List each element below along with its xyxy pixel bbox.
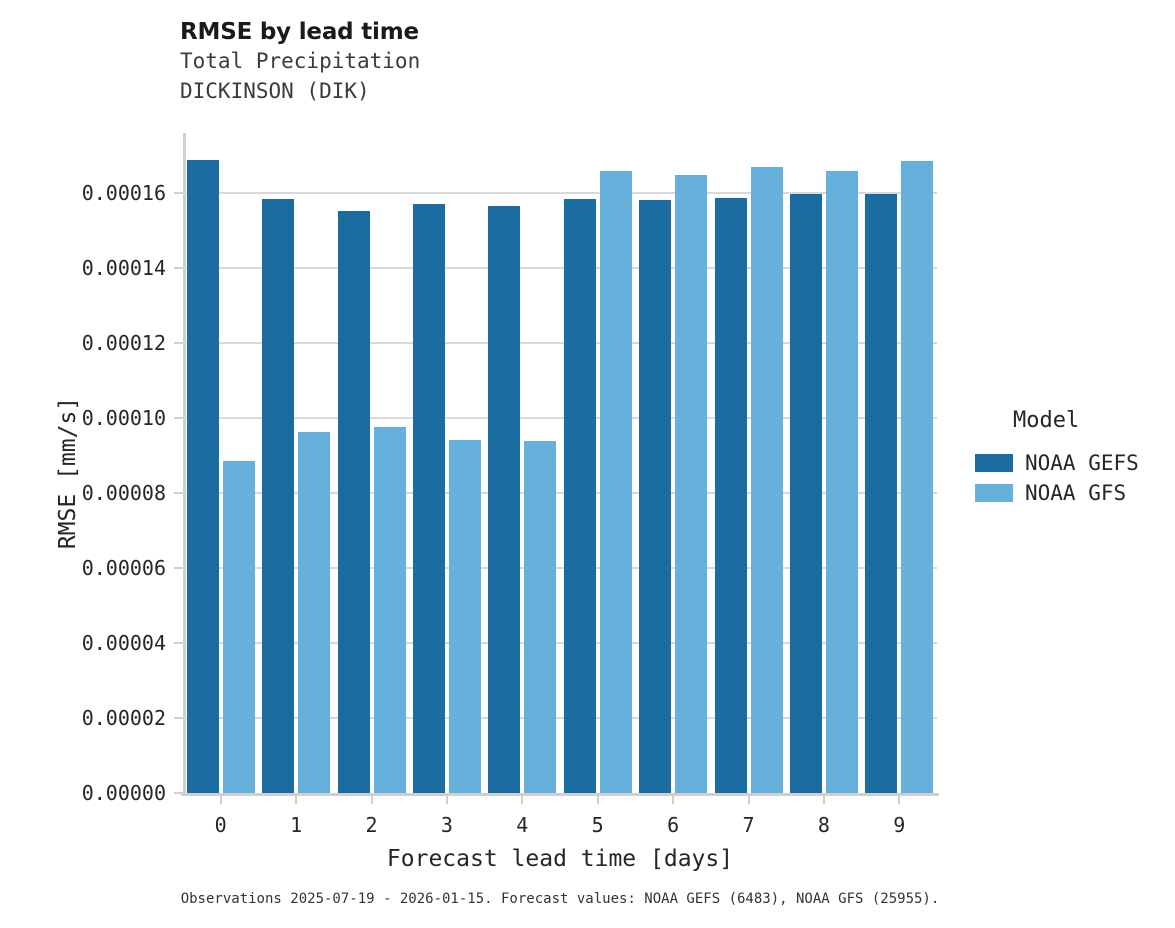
bar (865, 194, 898, 793)
title-block: RMSE by lead time Total Precipitation DI… (180, 18, 880, 106)
y-axis-tick-label: 0.00012 (81, 331, 166, 355)
gridline (183, 717, 937, 719)
bar (448, 440, 481, 793)
chart-subtitle: Total Precipitation DICKINSON (DIK) (180, 49, 421, 103)
y-axis-tickmark (174, 717, 183, 719)
x-axis-title: Forecast lead time [days] (386, 846, 734, 872)
legend-swatch (975, 454, 1013, 472)
x-axis-tickmark (445, 796, 448, 804)
y-axis-tickmark (174, 492, 183, 494)
x-axis-tickmark (747, 796, 750, 804)
legend: Model NOAA GEFS NOAA GFS (975, 408, 1139, 508)
y-axis-tickmark (174, 267, 183, 269)
bar (750, 166, 783, 793)
legend-swatch (975, 484, 1013, 502)
bar (298, 431, 331, 793)
y-axis-tickmark (174, 567, 183, 569)
bar (222, 461, 255, 793)
y-axis-tickmark (174, 642, 183, 644)
x-axis-tick-label: 3 (440, 813, 453, 837)
page-title: RMSE by lead time (180, 19, 419, 45)
y-axis-tick-label: 0.00002 (81, 706, 166, 730)
y-axis-tick-label: 0.00006 (81, 556, 166, 580)
x-axis-spine (181, 793, 939, 796)
y-axis-tickmark (174, 192, 183, 194)
x-axis-tickmark (295, 796, 298, 804)
gridline (183, 417, 937, 419)
x-axis-tick-label: 8 (817, 813, 830, 837)
x-axis-tickmark (219, 796, 222, 804)
bar (675, 175, 708, 793)
x-axis-tick-label: 1 (290, 813, 303, 837)
legend-title: Model (1013, 408, 1080, 433)
x-axis-tick-label: 5 (591, 813, 604, 837)
y-axis-tickmark (174, 417, 183, 419)
x-axis-tick-label: 0 (214, 813, 227, 837)
bar (337, 211, 370, 793)
y-axis-tickmark (174, 342, 183, 344)
bar (262, 199, 295, 793)
legend-entries: NOAA GEFS NOAA GFS (975, 448, 1139, 508)
x-axis-tick-label: 4 (516, 813, 529, 837)
gridline (183, 642, 937, 644)
y-axis-spine (183, 133, 186, 795)
x-axis-tick-label: 7 (742, 813, 755, 837)
y-axis-tick-label: 0.00016 (81, 181, 166, 205)
x-axis-tickmark (822, 796, 825, 804)
x-axis-tick-label: 2 (365, 813, 378, 837)
bar (524, 440, 557, 793)
bar (789, 194, 822, 793)
bar (599, 170, 632, 793)
gridline (183, 567, 937, 569)
x-axis-tick-label: 9 (893, 813, 906, 837)
gridline (183, 342, 937, 344)
bar (412, 203, 445, 793)
y-axis-tick-label: 0.00004 (81, 631, 166, 655)
legend-item[interactable]: NOAA GEFS (975, 448, 1139, 478)
bar (186, 160, 219, 793)
legend-item[interactable]: NOAA GFS (975, 478, 1139, 508)
bar (714, 197, 747, 793)
gridline (183, 192, 937, 194)
x-axis-tick-label: 6 (667, 813, 680, 837)
gridline (183, 267, 937, 269)
y-axis-tickmark (174, 792, 183, 794)
bar (373, 427, 406, 793)
y-axis-tick-label: 0.00010 (81, 406, 166, 430)
legend-item-label: NOAA GFS (1025, 480, 1127, 505)
x-axis-tickmark (596, 796, 599, 804)
bar (563, 199, 596, 793)
y-axis-tick-label: 0.00014 (81, 256, 166, 280)
y-axis-tick-label: 0.00008 (81, 481, 166, 505)
bar (639, 200, 672, 793)
plot-area (183, 133, 937, 793)
x-axis-tickmark (521, 796, 524, 804)
x-axis-tickmark (370, 796, 373, 804)
bar (488, 206, 521, 793)
x-axis-tickmark (672, 796, 675, 804)
legend-item-label: NOAA GEFS (1025, 450, 1139, 475)
y-axis-title: RMSE [mm/s] (55, 396, 81, 550)
gridline (183, 492, 937, 494)
bar (901, 160, 934, 793)
y-axis-tick-label: 0.00000 (81, 781, 166, 805)
figure-caption: Observations 2025-07-19 - 2026-01-15. Fo… (180, 891, 940, 907)
x-axis-tickmark (898, 796, 901, 804)
bar (825, 170, 858, 793)
